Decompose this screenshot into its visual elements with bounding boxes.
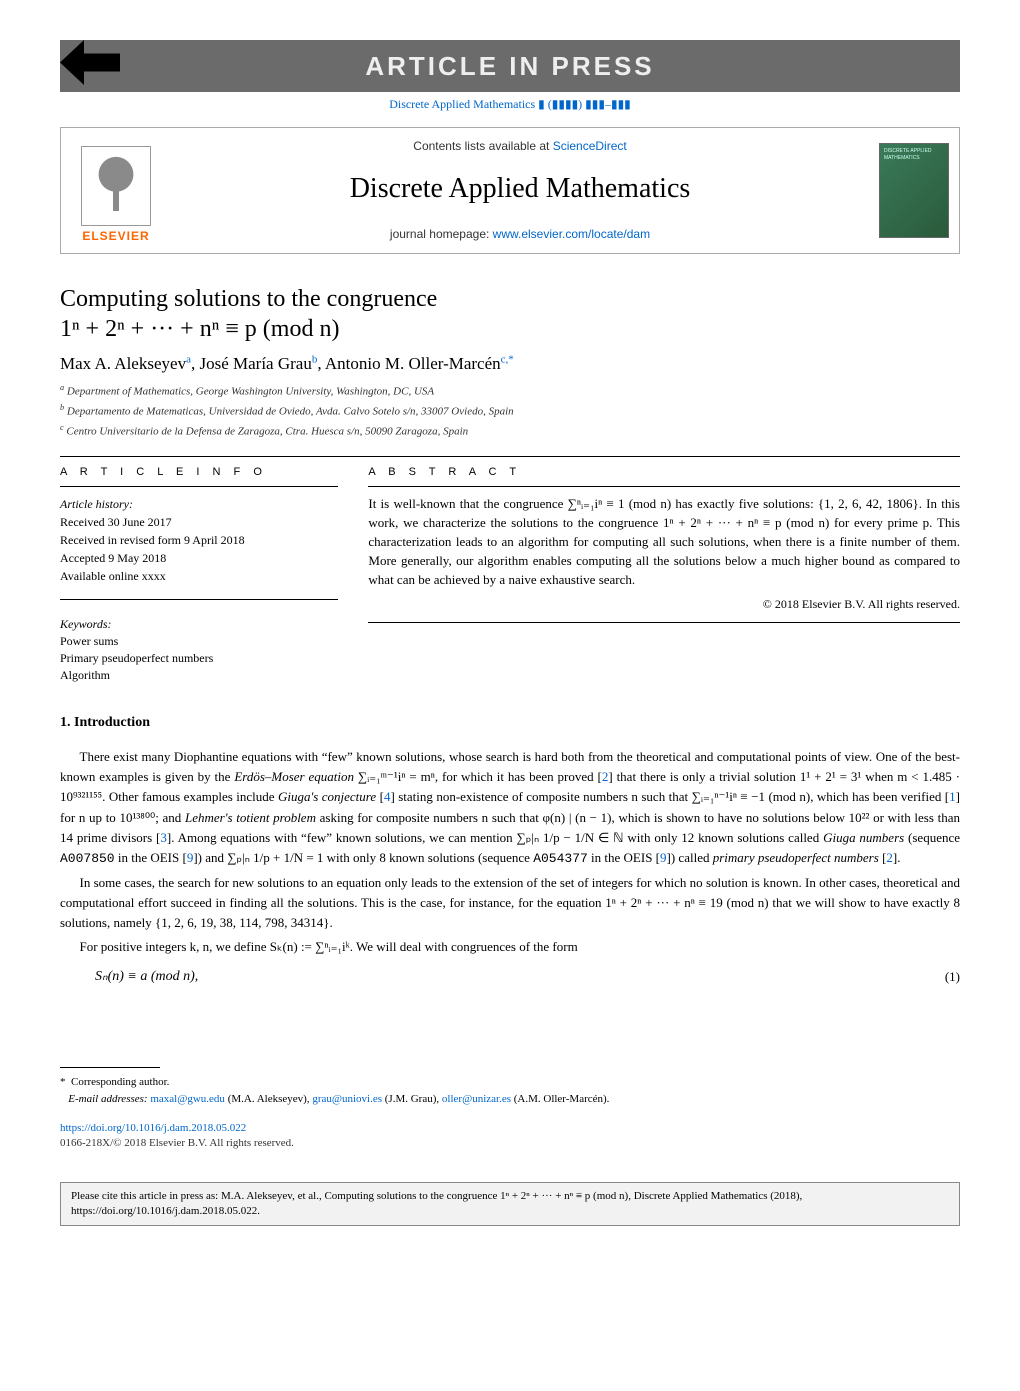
abstract-copyright: © 2018 Elsevier B.V. All rights reserved… [368, 596, 960, 613]
history-online: Available online xxxx [60, 567, 338, 585]
equation-1-body: Sₙ(n) ≡ a (mod n), [60, 967, 945, 987]
in-press-banner: ARTICLE IN PRESS [60, 40, 960, 92]
abstract-heading: A B S T R A C T [368, 465, 960, 480]
intro-paragraph-1: There exist many Diophantine equations w… [60, 747, 960, 869]
article-info-heading: A R T I C L E I N F O [60, 465, 338, 480]
keywords-block: Keywords: Power sums Primary pseudoperfe… [60, 616, 338, 683]
elsevier-tree-icon [81, 146, 151, 226]
article-history: Article history: Received 30 June 2017 R… [60, 495, 338, 585]
history-label: Article history: [60, 495, 338, 513]
author-1[interactable]: Max A. Alekseyev [60, 354, 186, 373]
email-1[interactable]: maxal@gwu.edu [150, 1093, 225, 1105]
history-received: Received 30 June 2017 [60, 513, 338, 531]
journal-ref-link[interactable]: Discrete Applied Mathematics [389, 97, 535, 111]
section-1-heading: 1. Introduction [60, 713, 960, 733]
abs-divider-bottom [368, 622, 960, 623]
title-math: 1ⁿ + 2ⁿ + ··· + nⁿ ≡ p (mod n) [60, 316, 339, 342]
cover-thumbnail[interactable]: DISCRETE APPLIED MATHEMATICS [869, 128, 959, 253]
affiliation-c: c Centro Universitario de la Defensa de … [60, 422, 960, 440]
homepage-line: journal homepage: www.elsevier.com/locat… [181, 226, 859, 243]
article-title: Computing solutions to the congruence 1ⁿ… [60, 284, 960, 344]
affiliation-b: b Departamento de Matematicas, Universid… [60, 402, 960, 420]
footnote-rule [60, 1067, 160, 1068]
journal-header: ELSEVIER Contents lists available at Sci… [60, 127, 960, 254]
keyword-3: Algorithm [60, 667, 338, 684]
author-list: Max A. Alekseyeva, José María Graub, Ant… [60, 352, 960, 376]
journal-ref-suffix: ▮ (▮▮▮▮) ▮▮▮–▮▮▮ [535, 97, 631, 111]
history-revised: Received in revised form 9 April 2018 [60, 531, 338, 549]
keyword-2: Primary pseudoperfect numbers [60, 650, 338, 667]
abstract-text: It is well-known that the congruence ∑ⁿᵢ… [368, 495, 960, 589]
sep-2: , [317, 354, 325, 373]
email-2[interactable]: grau@uniovi.es [312, 1093, 382, 1105]
doi-block: https://doi.org/10.1016/j.dam.2018.05.02… [60, 1121, 960, 1152]
homepage-prefix: journal homepage: [390, 227, 493, 241]
journal-name: Discrete Applied Mathematics [181, 169, 859, 208]
cover-icon: DISCRETE APPLIED MATHEMATICS [879, 143, 949, 238]
publisher-name: ELSEVIER [82, 228, 149, 245]
keyword-1: Power sums [60, 633, 338, 650]
history-accepted: Accepted 9 May 2018 [60, 549, 338, 567]
sciencedirect-link[interactable]: ScienceDirect [553, 139, 627, 153]
abstract-column: A B S T R A C T It is well-known that th… [368, 465, 960, 684]
corresponding-mark[interactable]: * [508, 353, 514, 365]
author-3[interactable]: Antonio M. Oller-Marcén [325, 354, 501, 373]
emails-label: E-mail addresses: [68, 1093, 147, 1105]
homepage-link[interactable]: www.elsevier.com/locate/dam [493, 227, 650, 241]
equation-1: Sₙ(n) ≡ a (mod n), (1) [60, 967, 960, 987]
issn-copyright: 0166-218X/© 2018 Elsevier B.V. All right… [60, 1137, 294, 1149]
email-3[interactable]: oller@unizar.es [442, 1093, 511, 1105]
contents-line: Contents lists available at ScienceDirec… [181, 138, 859, 155]
affiliation-a: a Department of Mathematics, George Wash… [60, 382, 960, 400]
doi-link[interactable]: https://doi.org/10.1016/j.dam.2018.05.02… [60, 1122, 246, 1134]
citation-box: Please cite this article in press as: M.… [60, 1182, 960, 1226]
divider [60, 456, 960, 457]
abs-divider-top [368, 486, 960, 487]
corr-star: * [60, 1076, 66, 1088]
publisher-logo[interactable]: ELSEVIER [61, 128, 171, 253]
header-center: Contents lists available at ScienceDirec… [171, 128, 869, 253]
corresponding-footnote: * Corresponding author. E-mail addresses… [60, 1074, 960, 1107]
title-line1: Computing solutions to the congruence [60, 286, 437, 312]
article-info-column: A R T I C L E I N F O Article history: R… [60, 465, 338, 684]
intro-paragraph-3: For positive integers k, n, we define Sₖ… [60, 937, 960, 957]
journal-reference: Discrete Applied Mathematics ▮ (▮▮▮▮) ▮▮… [60, 96, 960, 113]
author-2[interactable]: José María Grau [199, 354, 311, 373]
contents-prefix: Contents lists available at [413, 139, 552, 153]
equation-1-number: (1) [945, 968, 960, 986]
keywords-label: Keywords: [60, 616, 338, 633]
info-divider [60, 486, 338, 487]
intro-paragraph-2: In some cases, the search for new soluti… [60, 873, 960, 933]
kw-divider [60, 599, 338, 600]
